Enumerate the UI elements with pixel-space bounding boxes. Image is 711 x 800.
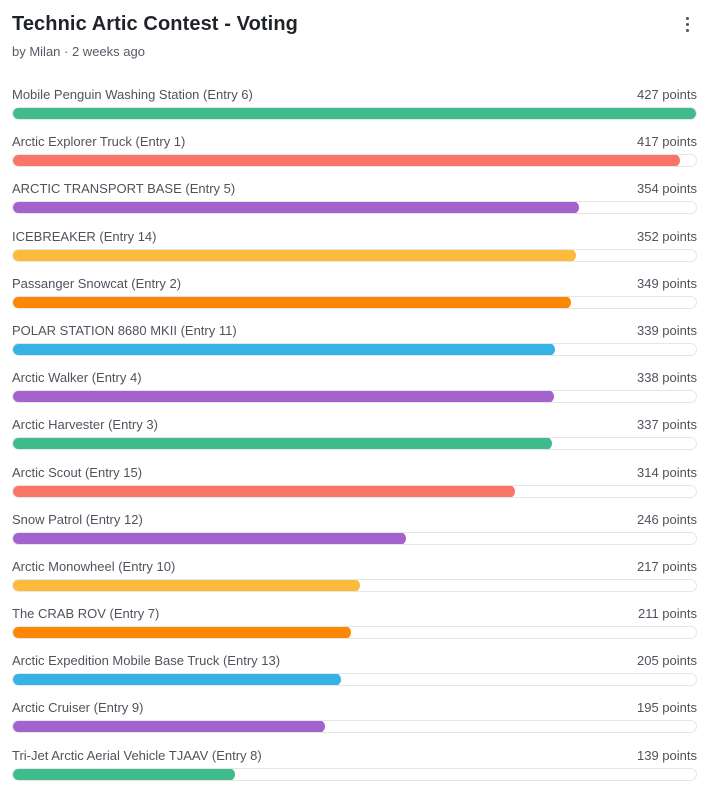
progress-fill [13, 485, 516, 497]
entry-label: Arctic Harvester (Entry 3) [12, 417, 158, 433]
progress-track [12, 437, 697, 451]
result-row-header: Passanger Snowcat (Entry 2) 349 points [12, 274, 697, 294]
progress-track [12, 484, 697, 498]
entry-label: Arctic Cruiser (Entry 9) [12, 700, 144, 716]
entry-label: Arctic Scout (Entry 15) [12, 464, 143, 480]
result-row: ICEBREAKER (Entry 14) 352 points [12, 227, 697, 274]
entry-points: 217 points [637, 558, 697, 574]
progress-track [12, 342, 697, 356]
result-row-header: Arctic Cruiser (Entry 9) 195 points [12, 698, 697, 718]
result-row: Passanger Snowcat (Entry 2) 349 points [12, 274, 697, 321]
progress-fill [13, 391, 554, 403]
entry-points: 337 points [637, 417, 697, 433]
progress-track [12, 531, 697, 545]
entry-label: Passanger Snowcat (Entry 2) [12, 275, 182, 291]
progress-fill [13, 721, 325, 733]
result-row-header: Arctic Expedition Mobile Base Truck (Ent… [12, 651, 697, 671]
result-row-header: Mobile Penguin Washing Station (Entry 6)… [12, 85, 697, 105]
result-row: Arctic Explorer Truck (Entry 1) 417 point… [12, 132, 697, 179]
result-row: Arctic Harvester (Entry 3) 337 points [12, 415, 697, 462]
poll-header: Technic Artic Contest - Voting by Milan … [12, 10, 699, 60]
entry-points: 352 points [637, 228, 697, 244]
progress-track [12, 720, 697, 734]
result-row: Arctic Cruiser (Entry 9) 195 points [12, 698, 697, 745]
result-row: Arctic Monowheel (Entry 10) 217 points [12, 557, 697, 604]
progress-fill [13, 108, 696, 119]
progress-track [12, 767, 697, 781]
progress-fill [13, 249, 577, 261]
result-row-header: Arctic Harvester (Entry 3) 337 points [12, 415, 697, 435]
progress-track [12, 154, 697, 168]
entry-label: POLAR STATION 8680 MKII (Entry 11) [12, 322, 237, 338]
result-row-header: The CRAB ROV (Entry 7) 211 points [12, 604, 697, 624]
result-row-header: ICEBREAKER (Entry 14) 352 points [12, 227, 697, 247]
result-row: Arctic Scout (Entry 15) 314 points [12, 463, 697, 510]
entry-label: The CRAB ROV (Entry 7) [12, 606, 160, 622]
entry-label: Arctic Monowheel (Entry 10) [12, 558, 176, 574]
page-title: Technic Artic Contest - Voting [12, 13, 298, 35]
result-row-header: Arctic Monowheel (Entry 10) 217 points [12, 557, 697, 577]
entry-label: ICEBREAKER (Entry 14) [12, 228, 157, 244]
progress-track [12, 390, 697, 404]
entry-points: 139 points [637, 747, 697, 763]
progress-track [12, 248, 697, 262]
progress-track [12, 626, 697, 640]
result-row-header: Tri-Jet Arctic Aerial Vehicle TJAAV (Ent… [12, 746, 697, 766]
result-row: POLAR STATION 8680 MKII (Entry 11) 339 po… [12, 321, 697, 368]
entry-label: Arctic Explorer Truck (Entry 1) [12, 134, 186, 150]
entry-label: Mobile Penguin Washing Station (Entry 6) [12, 87, 253, 102]
progress-track [12, 107, 697, 120]
more-options-icon[interactable] [679, 14, 695, 34]
poll-subtitle: by Milan · 2 weeks ago [12, 44, 145, 59]
entry-points: 314 points [637, 464, 697, 480]
results-list: Mobile Penguin Washing Station (Entry 6)… [12, 85, 697, 793]
progress-track [12, 673, 697, 687]
progress-fill [13, 296, 572, 308]
result-row-header: Arctic Explorer Truck (Entry 1) 417 point… [12, 132, 697, 152]
progress-fill [13, 438, 553, 450]
entry-points: 338 points [637, 370, 697, 386]
result-row-header: POLAR STATION 8680 MKII (Entry 11) 339 po… [12, 321, 697, 341]
entry-points: 349 points [637, 275, 697, 291]
entry-label: Tri-Jet Arctic Aerial Vehicle TJAAV (Ent… [12, 747, 262, 763]
entry-points: 211 points [637, 606, 697, 622]
progress-fill [13, 674, 341, 686]
entry-label: Arctic Walker (Entry 4) [12, 370, 142, 386]
result-row: Arctic Walker (Entry 4) 338 points [12, 368, 697, 415]
progress-track [12, 201, 697, 215]
entry-points: 354 points [637, 181, 697, 197]
result-row: Snow Patrol (Entry 12) 246 points [12, 510, 697, 557]
result-row: Tri-Jet Arctic Aerial Vehicle TJAAV (Ent… [12, 746, 697, 793]
progress-fill [13, 627, 351, 639]
progress-fill [13, 579, 361, 591]
entry-points: 246 points [637, 511, 697, 527]
progress-fill [13, 768, 236, 780]
entry-points: 205 points [637, 653, 697, 669]
entry-label: Snow Patrol (Entry 12) [12, 511, 143, 527]
result-row: Arctic Expedition Mobile Base Truck (Ent… [12, 651, 697, 698]
result-row: ARCTIC TRANSPORT BASE (Entry 5) 354 point… [12, 179, 697, 226]
result-row-header: Arctic Scout (Entry 15) 314 points [12, 463, 697, 483]
progress-track [12, 295, 697, 309]
result-row-header: Snow Patrol (Entry 12) 246 points [12, 510, 697, 530]
result-row: The CRAB ROV (Entry 7) 211 points [12, 604, 697, 651]
entry-points: 417 points [637, 134, 697, 150]
entry-label: ARCTIC TRANSPORT BASE (Entry 5) [12, 181, 236, 197]
progress-fill [13, 532, 407, 544]
progress-track [12, 578, 697, 592]
result-row: Mobile Penguin Washing Station (Entry 6)… [12, 85, 697, 132]
entry-label: Arctic Expedition Mobile Base Truck (Ent… [12, 653, 281, 669]
result-row-header: ARCTIC TRANSPORT BASE (Entry 5) 354 point… [12, 179, 697, 199]
progress-fill [13, 343, 556, 355]
entry-points: 427 points [637, 87, 697, 102]
progress-fill [13, 155, 680, 167]
result-row-header: Arctic Walker (Entry 4) 338 points [12, 368, 697, 388]
entry-points: 195 points [637, 700, 697, 716]
progress-fill [13, 202, 580, 214]
entry-points: 339 points [637, 322, 697, 338]
